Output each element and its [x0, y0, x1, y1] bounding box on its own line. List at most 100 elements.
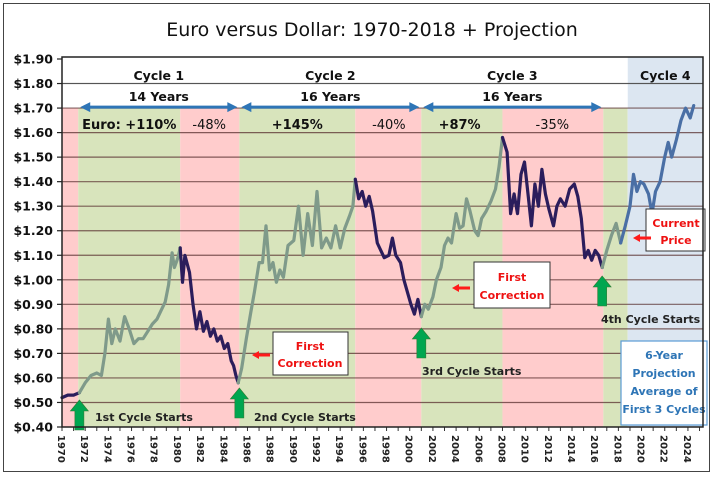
span-arrow-left-head	[423, 102, 434, 113]
band-red	[355, 108, 422, 428]
x-tick-label: 2012	[542, 435, 553, 463]
x-tick-label: 2022	[658, 435, 669, 463]
x-tick-label: 2010	[519, 435, 530, 463]
band-green	[78, 108, 181, 428]
x-tick-label: 2000	[403, 435, 414, 463]
cycle-header: Cycle 1 14 Years Cycle 2 16 Years Cycle 3 16 …	[62, 68, 703, 113]
y-tick-label: $0.90	[13, 297, 53, 312]
span-arrow-left-head	[80, 102, 91, 113]
span-arrow-left-head	[241, 102, 252, 113]
series-cycle-3-rise	[419, 135, 505, 319]
first-correction-box	[473, 261, 551, 309]
first-correction-text: First	[296, 340, 325, 353]
annotations: 1st Cycle Starts 2nd Cycle Starts 3rd Cycl…	[69, 208, 708, 431]
series-pre-cycle	[60, 391, 81, 400]
x-tick-label: 1990	[287, 435, 298, 463]
cycle-start-arrow-icon	[411, 327, 431, 359]
x-tick-label: 1984	[217, 435, 228, 463]
change-labels: Euro: +110% -48% +145% -40% +87% -35%	[82, 118, 569, 133]
cycle-start-label: 2nd Cycle Starts	[254, 411, 356, 424]
x-tick-label: 1996	[356, 435, 367, 463]
x-tick-label: 2016	[588, 435, 599, 463]
red-arrow-icon	[452, 284, 470, 292]
first-correction-text: First	[498, 271, 527, 284]
y-tick-label: $1.50	[13, 150, 53, 165]
y-tick-label: $0.40	[13, 420, 53, 435]
cycle-start-arrow-icon	[69, 399, 90, 431]
y-tick-label: $0.50	[13, 395, 53, 410]
series-projection	[619, 104, 696, 245]
cycle-years: 14 Years	[129, 89, 189, 104]
x-tick-label: 1976	[125, 435, 136, 463]
y-tick-label: $1.60	[13, 125, 53, 140]
series-cycle-2-rise	[236, 177, 357, 385]
cycle-label: Cycle 1	[134, 68, 185, 83]
change-label: Euro: +110%	[82, 118, 176, 133]
series-cycle-1-fall	[178, 246, 240, 385]
y-tick-label: $0.80	[13, 321, 53, 336]
x-tick-label: 2002	[426, 435, 437, 463]
first-correction-text: Correction	[278, 357, 343, 370]
y-tick-label: $1.10	[13, 248, 53, 263]
cycle-label: Cycle 3	[487, 68, 538, 83]
change-label: +87%	[439, 118, 481, 133]
x-tick-label: 1978	[148, 435, 159, 463]
series-lines	[60, 104, 696, 400]
change-label: +145%	[272, 118, 323, 133]
x-tick-label: 1972	[78, 435, 89, 463]
y-tick-label: $0.70	[13, 346, 53, 361]
series-cycle-4-rise	[600, 221, 623, 270]
red-arrow-icon	[633, 234, 651, 242]
first-correction-text: Correction	[480, 289, 545, 302]
y-tick-label: $0.60	[13, 370, 53, 385]
change-label: -40%	[372, 118, 406, 133]
change-label: -35%	[536, 118, 570, 133]
x-tick-label: 2006	[472, 435, 483, 463]
x-tick-label: 2020	[635, 435, 646, 463]
cycle-start-arrow-icon	[229, 387, 249, 419]
band-red	[180, 108, 240, 428]
cycle-label: Cycle 4	[640, 68, 691, 83]
x-tick-label: 1988	[264, 435, 275, 463]
projection-note-text: Average of	[630, 385, 697, 398]
y-tick-label: $1.00	[13, 272, 53, 287]
current-price-text: Current	[652, 217, 699, 230]
header-band	[62, 57, 628, 109]
x-tick-label: 1992	[310, 435, 321, 463]
x-tick-label: 2004	[449, 435, 460, 463]
x-tick-label: 1998	[380, 435, 391, 463]
x-tick-label: 1974	[101, 435, 112, 463]
x-tick-label: 1980	[171, 435, 182, 463]
plot-border	[61, 56, 704, 428]
y-axis: $1.90 $1.80 $1.70 $1.60 $1.50 $1.40 $1.30 $1.20…	[13, 52, 62, 435]
y-tick-label: $1.90	[13, 52, 53, 67]
y-tick-label: $1.40	[13, 174, 53, 189]
x-tick-label: 2008	[495, 435, 506, 463]
series-cycle-1-rise	[77, 246, 182, 395]
y-tick-label: $1.20	[13, 223, 53, 238]
cycle-label: Cycle 2	[305, 68, 356, 83]
x-tick-label: 1982	[194, 435, 205, 463]
background-bands	[62, 57, 703, 428]
cycle-start-label: 4th Cycle Starts	[601, 313, 701, 326]
x-tick-label: 2014	[565, 435, 576, 463]
x-tick-label: 1970	[55, 435, 66, 463]
projection-note-box	[620, 340, 708, 426]
projection-note-text: First 3 Cycles	[622, 403, 706, 416]
projection-note-text: Projection	[632, 367, 695, 380]
projection-note-text: 6-Year	[645, 349, 683, 362]
first-correction-box	[272, 331, 349, 376]
x-tick-label: 1994	[333, 435, 344, 463]
cycle-years: 16 Years	[482, 89, 542, 104]
band-red	[62, 108, 79, 428]
x-tick-label: 1986	[240, 435, 251, 463]
cycle-years: 16 Years	[300, 89, 360, 104]
y-tick-label: $1.80	[13, 76, 53, 91]
current-price-box	[645, 208, 706, 252]
span-arrow-right-head	[227, 102, 238, 113]
y-tick-label: $1.30	[13, 199, 53, 214]
y-tick-label: $1.70	[13, 101, 53, 116]
x-tick-label: 2024	[681, 435, 692, 463]
current-price-text: Price	[660, 234, 691, 247]
